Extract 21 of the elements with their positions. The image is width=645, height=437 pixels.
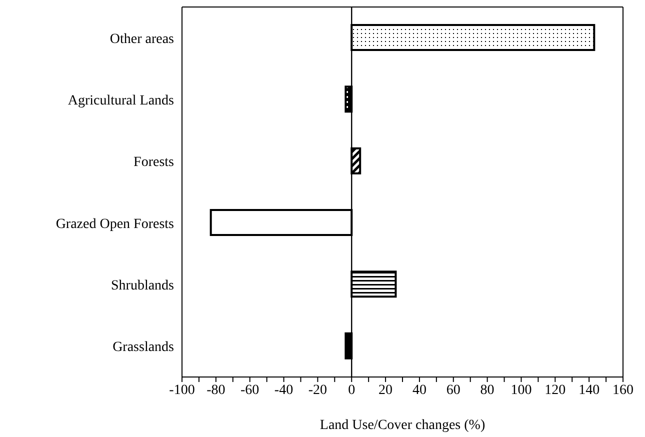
x-tick-label: -20 — [308, 382, 328, 398]
y-tick-label: Grasslands — [112, 340, 174, 356]
y-tick-label: Other areas — [110, 32, 174, 47]
x-tick-label: -80 — [206, 382, 226, 398]
x-axis-title: Land Use/Cover changes (%) — [320, 418, 486, 433]
y-tick-label: Shrublands — [111, 278, 174, 294]
x-tick-label: -60 — [240, 382, 260, 398]
x-tick-label: 40 — [412, 382, 426, 398]
x-tick-label: 160 — [612, 382, 634, 398]
y-tick-label: Grazed Open Forests — [56, 216, 174, 232]
x-tick-label: 60 — [446, 382, 460, 398]
x-tick-label: 100 — [510, 382, 532, 398]
x-tick-label: -100 — [169, 382, 195, 398]
x-tick-label: 140 — [578, 382, 600, 398]
x-tick-label: 80 — [480, 382, 494, 398]
y-tick-label: Agricultural Lands — [68, 93, 174, 108]
y-tick-label: Forests — [134, 155, 174, 170]
x-tick-label: -40 — [274, 382, 294, 398]
x-tick-label: 120 — [544, 382, 566, 398]
x-tick-label: 20 — [378, 382, 393, 398]
x-tick-label: 0 — [348, 382, 356, 398]
